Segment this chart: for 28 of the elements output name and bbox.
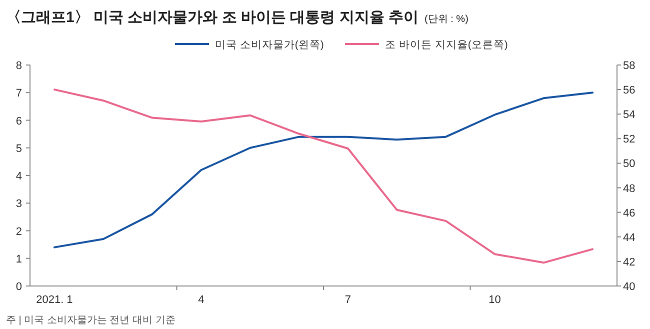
- y2-tick-label: 40: [623, 281, 636, 293]
- y-tick-label: 3: [16, 198, 22, 210]
- x-tick-label: 4: [198, 294, 204, 306]
- y-tick-label: 2: [16, 226, 22, 238]
- y2-tick-label: 58: [623, 60, 636, 72]
- y-tick-label: 5: [16, 142, 22, 155]
- y-tick-label: 0: [16, 281, 22, 293]
- chart-subtitle: (단위 : %): [424, 14, 468, 25]
- y-tick-label: 1: [16, 253, 22, 266]
- legend-label: 미국 소비자물가(왼쪽): [215, 39, 324, 51]
- y2-tick-label: 56: [623, 84, 636, 97]
- y-tick-label: 8: [16, 60, 22, 72]
- y2-tick-label: 52: [623, 134, 636, 146]
- y-tick-label: 7: [16, 88, 22, 100]
- y2-tick-label: 46: [623, 207, 636, 220]
- y-tick-label: 4: [16, 170, 22, 182]
- y2-tick-label: 44: [623, 232, 636, 244]
- chart-title: 〈그래프1〉 미국 소비자물가와 조 바이든 대통령 지지율 추이: [6, 9, 419, 26]
- y2-tick-label: 54: [623, 109, 636, 122]
- x-tick-label: 7: [344, 294, 352, 306]
- text: 주 | 미국 소비자물가는 전년 대비 기준: [6, 315, 176, 326]
- x-tick-label: 2021. 1: [36, 294, 73, 306]
- y2-tick-label: 48: [623, 182, 636, 195]
- y-tick-label: 6: [16, 115, 22, 128]
- y2-tick-label: 50: [623, 158, 636, 170]
- x-tick-label: 10: [488, 294, 501, 306]
- y2-tick-label: 42: [623, 256, 636, 268]
- legend-label: 조 바이든 지지율(오른쪽): [385, 39, 508, 51]
